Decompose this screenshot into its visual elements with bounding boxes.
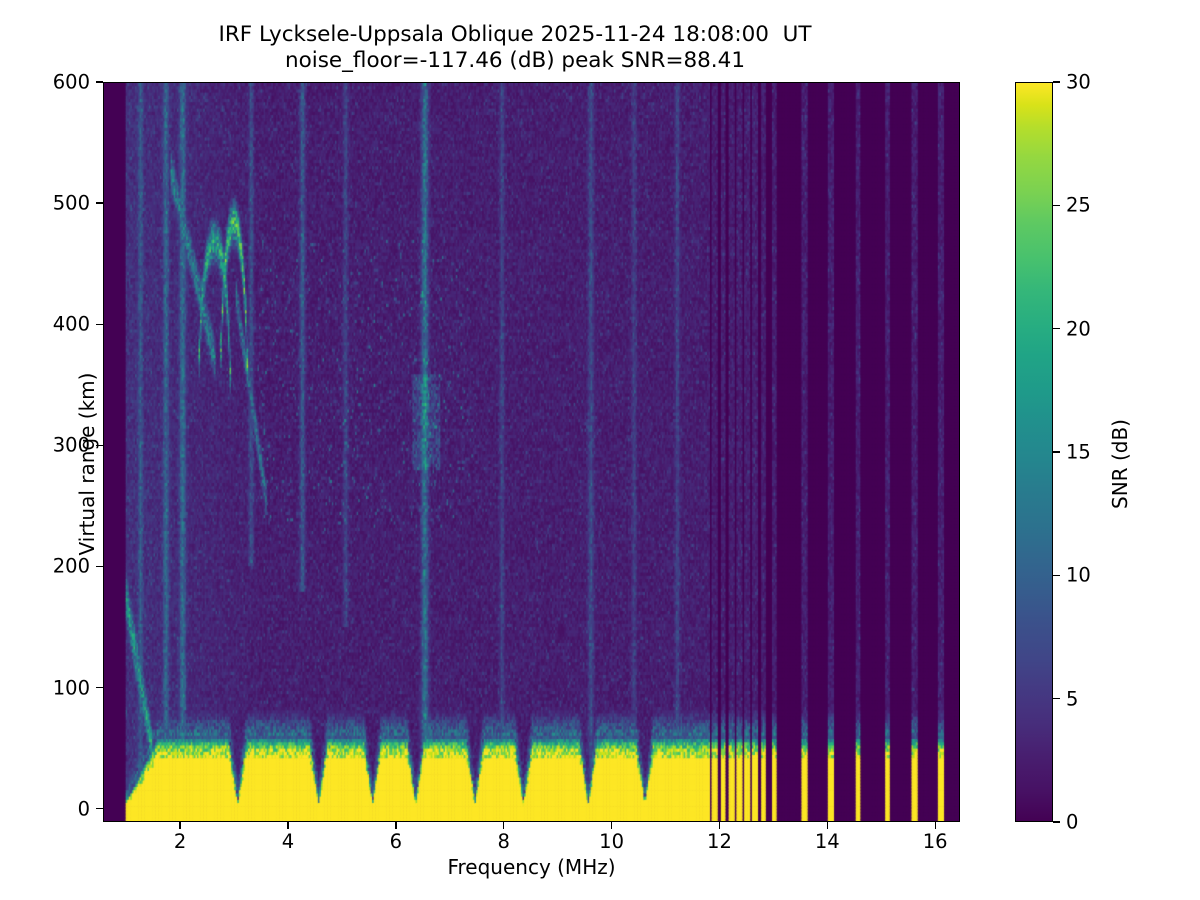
y-tick-mark	[96, 444, 103, 446]
x-tick-mark	[503, 822, 505, 829]
x-axis-label: Frequency (MHz)	[447, 855, 616, 879]
x-tick-mark	[934, 822, 936, 829]
y-tick-label: 500	[52, 191, 90, 215]
x-tick-label: 4	[281, 830, 295, 853]
title-line-1: IRF Lycksele-Uppsala Oblique 2025-11-24 …	[218, 22, 812, 47]
colorbar-tick-label: 25	[1066, 193, 1091, 217]
colorbar-tick-label: 15	[1066, 440, 1091, 464]
colorbar-tick-label: 10	[1066, 563, 1091, 587]
colorbar-tick-label: 30	[1066, 70, 1091, 94]
colorbar-tick-mark	[1053, 451, 1060, 453]
colorbar-tick-label: 20	[1066, 317, 1091, 341]
y-tick-mark	[96, 323, 103, 325]
y-tick-label: 600	[52, 70, 90, 94]
y-tick-mark	[96, 202, 103, 204]
title-line-2: noise_floor=-117.46 (dB) peak SNR=88.41	[284, 48, 746, 74]
y-tick-label: 200	[52, 554, 90, 578]
y-tick-mark	[96, 686, 103, 689]
x-tick-label: 6	[389, 830, 403, 853]
x-tick-label: 2	[173, 830, 187, 853]
y-tick-mark	[96, 565, 103, 568]
x-tick-label: 16	[922, 830, 948, 853]
x-tick-mark	[287, 822, 289, 829]
colorbar-tick-mark	[1053, 821, 1060, 823]
colorbar-tick-mark	[1053, 698, 1060, 700]
x-tick-mark	[610, 822, 613, 829]
y-axis-label: Virtual range (km)	[75, 372, 99, 556]
y-tick-label: 100	[52, 676, 90, 700]
colorbar-tick-label: 0	[1066, 810, 1079, 834]
colorbar	[1015, 82, 1053, 822]
y-tick-mark	[96, 81, 103, 83]
x-tick-label: 8	[497, 830, 510, 853]
colorbar-tick-mark	[1053, 574, 1060, 576]
colorbar-tick-mark	[1053, 81, 1060, 83]
colorbar-label: SNR (dB)	[1108, 419, 1132, 509]
colorbar-tick-mark	[1053, 204, 1060, 206]
x-tick-mark	[826, 822, 828, 829]
x-tick-label: 12	[707, 830, 732, 853]
x-tick-mark	[395, 822, 397, 829]
x-tick-label: 14	[814, 830, 840, 853]
colorbar-tick-mark	[1053, 328, 1060, 330]
y-tick-label: 400	[52, 312, 90, 336]
x-tick-mark	[718, 822, 721, 829]
plot-area	[103, 82, 960, 822]
x-tick-mark	[179, 822, 181, 829]
ionogram-heatmap	[104, 83, 959, 821]
x-tick-label: 10	[599, 830, 624, 853]
y-tick-mark	[96, 808, 103, 810]
y-tick-label: 0	[77, 797, 90, 821]
colorbar-tick-label: 5	[1066, 687, 1079, 711]
y-tick-label: 300	[52, 433, 90, 457]
chart-title: IRF Lycksele-Uppsala Oblique 2025-11-24 …	[0, 22, 1030, 74]
